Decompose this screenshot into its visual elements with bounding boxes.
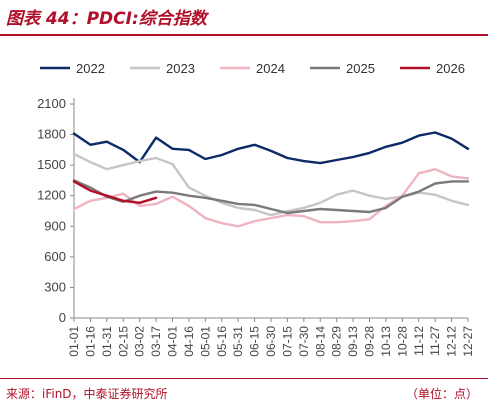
source-divider xyxy=(0,378,488,379)
x-tick-label: 05-31 xyxy=(231,326,245,357)
y-tick-label: 0 xyxy=(59,310,66,325)
x-tick-label: 09-28 xyxy=(363,326,377,357)
x-tick-label: 12-27 xyxy=(461,326,475,357)
y-tick-label: 1500 xyxy=(37,157,66,172)
title-divider xyxy=(0,34,488,36)
x-tick-label: 01-16 xyxy=(83,326,97,357)
y-tick-label: 900 xyxy=(44,218,66,233)
x-tick-label: 02-15 xyxy=(116,326,130,357)
x-tick-label: 08-14 xyxy=(313,326,327,357)
unit-note: （单位：点） xyxy=(405,387,478,401)
x-tick-label: 06-15 xyxy=(248,326,262,357)
y-tick-label: 1800 xyxy=(37,127,66,142)
line-chart: 2022 2023 2024 2025 2026 0 300 600 900 1200 1500 1… xyxy=(37,61,475,357)
x-tick-label: 04-01 xyxy=(166,326,180,357)
x-tick-label: 03-17 xyxy=(149,326,163,357)
x-tick-label: 12-12 xyxy=(445,326,459,357)
x-tick-label: 01-31 xyxy=(100,326,114,357)
x-tick-label: 08-29 xyxy=(330,326,344,357)
x-tick-label: 07-15 xyxy=(280,326,294,357)
y-tick-label: 2100 xyxy=(37,96,66,111)
x-tick-label: 01-01 xyxy=(67,326,81,357)
chart-axes: 0 300 600 900 1200 1500 1800 2100 01-01 01-16 01-3… xyxy=(37,96,475,357)
page-title: 图表 44：PDCI:综合指数 xyxy=(6,9,207,29)
chart-legend: 2022 2023 2024 2025 2026 xyxy=(40,61,465,76)
legend-label-2024: 2024 xyxy=(256,61,285,76)
y-tick-label: 1200 xyxy=(37,188,66,203)
series-line-2025 xyxy=(72,179,470,215)
x-tick-label: 07-30 xyxy=(297,326,311,357)
x-tick-label: 09-13 xyxy=(346,326,360,357)
series-line-2026 xyxy=(72,180,158,204)
x-tick-label: 05-16 xyxy=(215,326,229,357)
x-tick-label: 11-27 xyxy=(428,326,442,356)
series-line-2023 xyxy=(72,152,470,217)
chart-series xyxy=(72,131,470,228)
x-tick-label: 04-16 xyxy=(182,326,196,357)
x-tick-label: 03-02 xyxy=(133,326,147,357)
y-tick-label: 300 xyxy=(44,279,66,294)
x-tick-label: 11-12 xyxy=(412,326,426,356)
legend-label-2022: 2022 xyxy=(76,61,105,76)
legend-label-2023: 2023 xyxy=(166,61,195,76)
source-note: 来源：iFinD，中泰证券研究所 xyxy=(6,387,168,401)
x-tick-label: 10-28 xyxy=(395,326,409,357)
legend-label-2025: 2025 xyxy=(346,61,375,76)
series-line-2022 xyxy=(72,131,470,165)
x-tick-label: 10-13 xyxy=(379,326,393,357)
legend-label-2026: 2026 xyxy=(436,61,465,76)
x-tick-label: 05-01 xyxy=(198,326,212,357)
x-tick-label: 06-30 xyxy=(264,326,278,357)
y-tick-label: 600 xyxy=(44,249,66,264)
